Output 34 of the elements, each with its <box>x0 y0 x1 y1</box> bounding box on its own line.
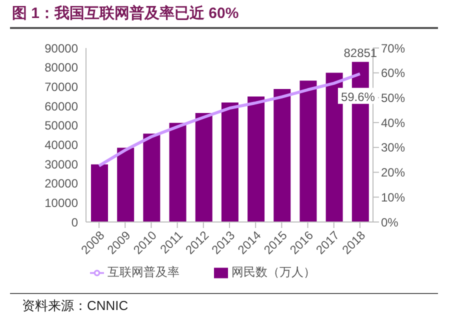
y2-tick-label: 10% <box>381 190 406 204</box>
y-tick-label: 60000 <box>44 99 78 114</box>
y-tick-label: 40000 <box>44 138 78 152</box>
bar <box>248 96 265 222</box>
legend-label: 互联网普及率 <box>108 265 180 279</box>
y-tick-label: 80000 <box>44 60 78 75</box>
y-tick-label: 0 <box>71 215 78 230</box>
y2-tick-label: 50% <box>381 90 406 105</box>
y2-tick-label: 20% <box>381 166 406 180</box>
y2-tick-label: 0% <box>381 215 399 230</box>
bar <box>274 88 291 222</box>
y2-tick-label: 30% <box>381 140 406 155</box>
y2-tick-label: 60% <box>381 66 406 80</box>
bar <box>221 102 238 222</box>
bar <box>326 72 343 222</box>
text: 资料来源：CNNIC <box>22 297 128 315</box>
legend-label: 网民数（万人） <box>232 265 316 279</box>
bar <box>91 164 108 222</box>
bar <box>117 148 134 222</box>
bar <box>169 122 186 222</box>
y2-tick-label: 70% <box>381 41 406 56</box>
y-tick-label: 50000 <box>44 118 78 133</box>
data-label: 82851 <box>344 46 378 60</box>
bar <box>300 80 317 222</box>
bar <box>143 134 160 222</box>
y-tick-label: 30000 <box>44 157 78 172</box>
y-tick-label: 70000 <box>44 80 78 94</box>
chart-title: 图 1：我国互联网普及率已近 60% <box>12 4 239 23</box>
y-tick-label: 20000 <box>44 176 78 191</box>
bar <box>195 112 212 222</box>
y-tick-label: 90000 <box>44 41 78 56</box>
y-tick-label: 10000 <box>44 196 78 210</box>
data-label: 59.6% <box>340 90 376 104</box>
y2-tick-label: 40% <box>381 116 406 130</box>
